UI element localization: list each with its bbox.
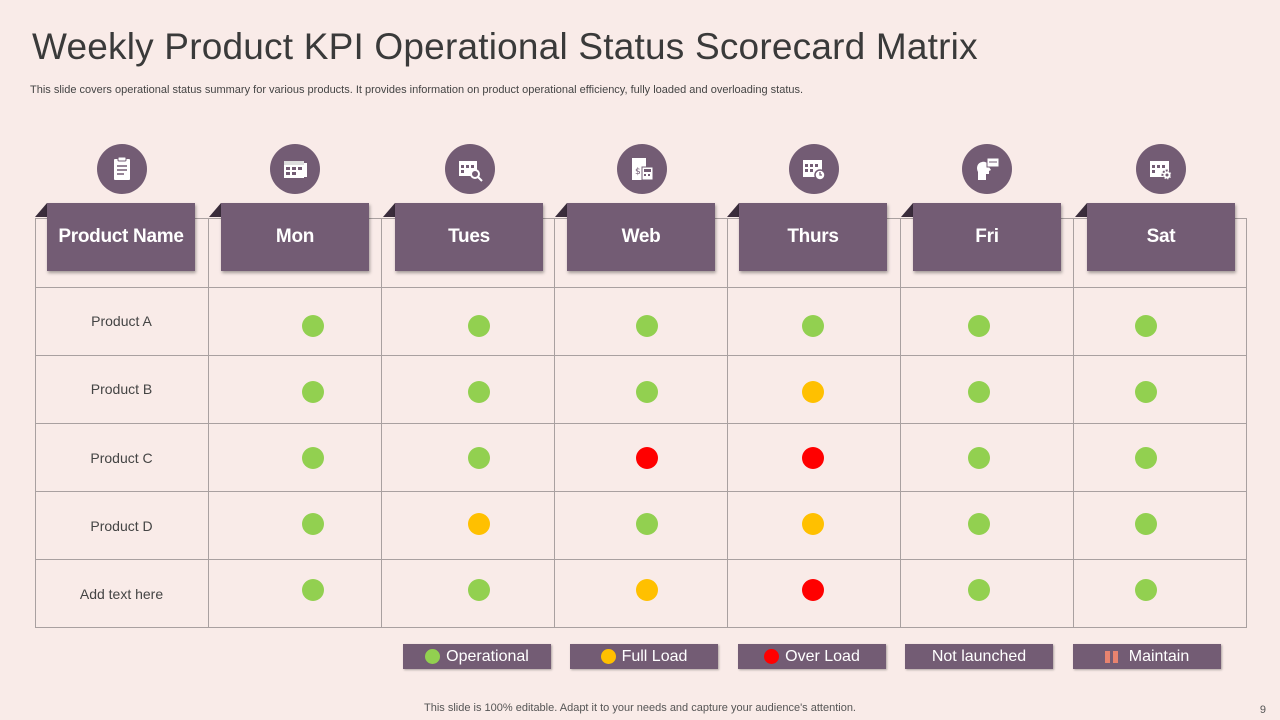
status-dot-operational xyxy=(302,579,324,601)
status-dot-operational xyxy=(636,513,658,535)
legend-full-load-dot xyxy=(600,649,616,664)
status-dot-operational xyxy=(302,381,324,403)
status-dot-operational xyxy=(468,579,490,601)
status-dot-operational xyxy=(468,447,490,469)
legend-maintain-label: Maintain xyxy=(1128,647,1190,665)
header-fold xyxy=(901,203,913,217)
header-mon: Mon xyxy=(221,203,369,271)
legend-full-load-label: Full Load xyxy=(621,647,688,665)
status-dot-over-load xyxy=(802,447,824,469)
slide-title: Weekly Product KPI Operational Status Sc… xyxy=(32,26,978,67)
calculator-document-icon: $ xyxy=(617,144,667,194)
status-dot-operational xyxy=(968,315,990,337)
calendar-gear-icon xyxy=(1136,144,1186,194)
header-fold xyxy=(727,203,739,217)
row-label-product-a: Product A xyxy=(91,313,152,329)
row-label-product-b: Product B xyxy=(90,381,153,397)
footer-note: This slide is 100% editable. Adapt it to… xyxy=(424,702,856,714)
status-dot-operational xyxy=(468,315,490,337)
status-dot-operational xyxy=(968,513,990,535)
status-dot-operational xyxy=(802,315,824,337)
header-fri: Fri xyxy=(913,203,1061,271)
status-dot-over-load xyxy=(802,579,824,601)
status-dot-operational xyxy=(1135,513,1157,535)
header-fold xyxy=(35,203,47,217)
status-dot-operational xyxy=(968,447,990,469)
status-dot-full-load xyxy=(802,381,824,403)
status-dot-operational xyxy=(636,315,658,337)
header-product-name: Product Name xyxy=(47,203,195,271)
scorecard-grid xyxy=(35,218,1247,628)
status-dot-operational xyxy=(968,381,990,403)
status-dot-operational xyxy=(636,381,658,403)
status-dot-operational xyxy=(302,513,324,535)
row-label-product-d: Product D xyxy=(90,518,153,534)
row-label-add-text: Add text here xyxy=(79,586,164,602)
legend-over-load-label: Over Load xyxy=(785,647,860,665)
calendar-grid-icon xyxy=(270,144,320,194)
header-fold xyxy=(209,203,221,217)
legend-over-load: Over Load xyxy=(738,644,886,669)
header-fold xyxy=(383,203,395,217)
status-dot-operational xyxy=(302,447,324,469)
status-dot-full-load xyxy=(802,513,824,535)
header-tues: Tues xyxy=(395,203,543,271)
status-dot-operational xyxy=(1135,447,1157,469)
header-fold xyxy=(555,203,567,217)
status-dot-operational xyxy=(302,315,324,337)
status-dot-over-load xyxy=(636,447,658,469)
status-dot-operational xyxy=(968,579,990,601)
calendar-clock-icon xyxy=(789,144,839,194)
legend-not-launched-label: Not launched xyxy=(931,647,1027,665)
row-label-product-c: Product C xyxy=(90,450,153,466)
header-thurs: Thurs xyxy=(739,203,887,271)
header-web: Web xyxy=(567,203,715,271)
legend-operational-label: Operational xyxy=(446,647,529,665)
svg-text:$: $ xyxy=(635,167,641,177)
legend-maintain: Maintain xyxy=(1073,644,1221,669)
clipboard-list-icon xyxy=(97,144,147,194)
header-fold xyxy=(1075,203,1087,217)
header-sat: Sat xyxy=(1087,203,1235,271)
pause-bars-icon xyxy=(1104,650,1121,663)
status-dot-operational xyxy=(1135,381,1157,403)
status-dot-operational xyxy=(1135,579,1157,601)
status-dot-full-load xyxy=(636,579,658,601)
status-dot-operational xyxy=(468,381,490,403)
legend-full-load: Full Load xyxy=(570,644,718,669)
legend-operational: Operational xyxy=(403,644,551,669)
legend-not-launched: Not launched xyxy=(905,644,1053,669)
legend-operational-dot xyxy=(425,649,441,664)
slide-subtitle: This slide covers operational status sum… xyxy=(30,84,804,96)
page-number: 9 xyxy=(1259,704,1266,716)
head-presentation-icon xyxy=(962,144,1012,194)
legend-over-load-dot xyxy=(764,649,780,664)
status-dot-operational xyxy=(1135,315,1157,337)
status-dot-full-load xyxy=(468,513,490,535)
calendar-search-icon xyxy=(445,144,495,194)
